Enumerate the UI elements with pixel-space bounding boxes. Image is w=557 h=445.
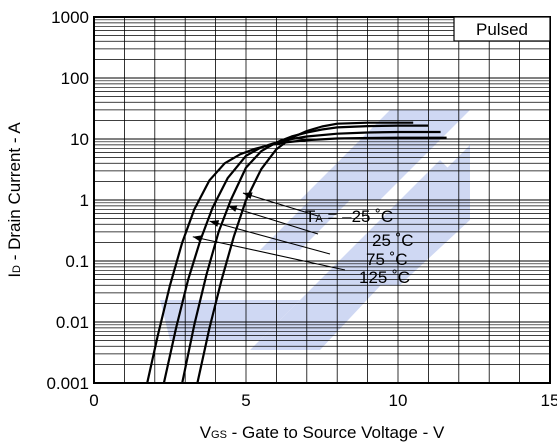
x-axis-label: VGS - Gate to Source Voltage - V: [200, 423, 445, 442]
watermark-logo: [160, 110, 470, 350]
y-tick-label: 0.1: [65, 252, 89, 271]
legend-box: [453, 16, 551, 42]
annotation-arrowhead: [192, 235, 203, 243]
x-tick-label: 10: [389, 391, 408, 410]
y-axis-label-sub: D: [11, 265, 23, 273]
plot-frame: [93, 16, 551, 384]
x-tick-labels: 0 5 10 15: [89, 391, 557, 410]
y-tick-label: 0.01: [56, 313, 89, 332]
series-label: 75 ˚C: [366, 250, 408, 269]
annotation-arrow: [209, 220, 331, 255]
series-label: 125 ˚C: [359, 268, 410, 287]
y-tick-label: 10: [70, 130, 89, 149]
y-tick-labels: 1000 100 10 1 0.1 0.01 0.001: [46, 8, 89, 393]
series-label: TA = –25 ˚C: [305, 207, 393, 226]
annotation-arrow: [192, 236, 346, 271]
annotation-arrowhead: [227, 205, 238, 212]
x-axis-label-sub: GS: [211, 429, 227, 441]
series-label-prefix: T: [305, 207, 315, 226]
annotation-arrow: [227, 205, 319, 235]
y-tick-label: 1: [80, 191, 89, 210]
annotation-arrowhead: [209, 220, 220, 227]
x-axis-label-rest: - Gate to Source Voltage - V: [227, 423, 445, 442]
grid: [94, 17, 550, 384]
x-tick-label: 0: [89, 391, 98, 410]
y-axis-label-rest: - Drain Current - A: [5, 122, 24, 265]
y-axis-label: ID - Drain Current - A: [5, 122, 24, 278]
series-label-text: = –25 ˚C: [323, 207, 393, 226]
series-line-3: [146, 136, 447, 384]
y-axis-label-prefix: I: [5, 273, 24, 278]
series-label-text: 25 ˚C: [372, 231, 414, 250]
annotation-arrowhead: [242, 192, 253, 200]
x-axis-label-prefix: V: [200, 423, 212, 442]
curves: [146, 121, 447, 384]
x-tick-label: 15: [541, 391, 557, 410]
series-label-text: 75 ˚C: [366, 250, 408, 269]
legend-label: Pulsed: [476, 20, 528, 39]
y-tick-label: 1000: [51, 8, 89, 27]
x-tick-label: 5: [241, 391, 250, 410]
y-tick-label: 0.001: [46, 374, 89, 393]
annotation-arrow: [242, 192, 319, 217]
series-label: 25 ˚C: [372, 231, 414, 250]
y-tick-label: 100: [61, 69, 89, 88]
series-label-sub: A: [315, 213, 323, 225]
series-label-text: 125 ˚C: [359, 268, 410, 287]
